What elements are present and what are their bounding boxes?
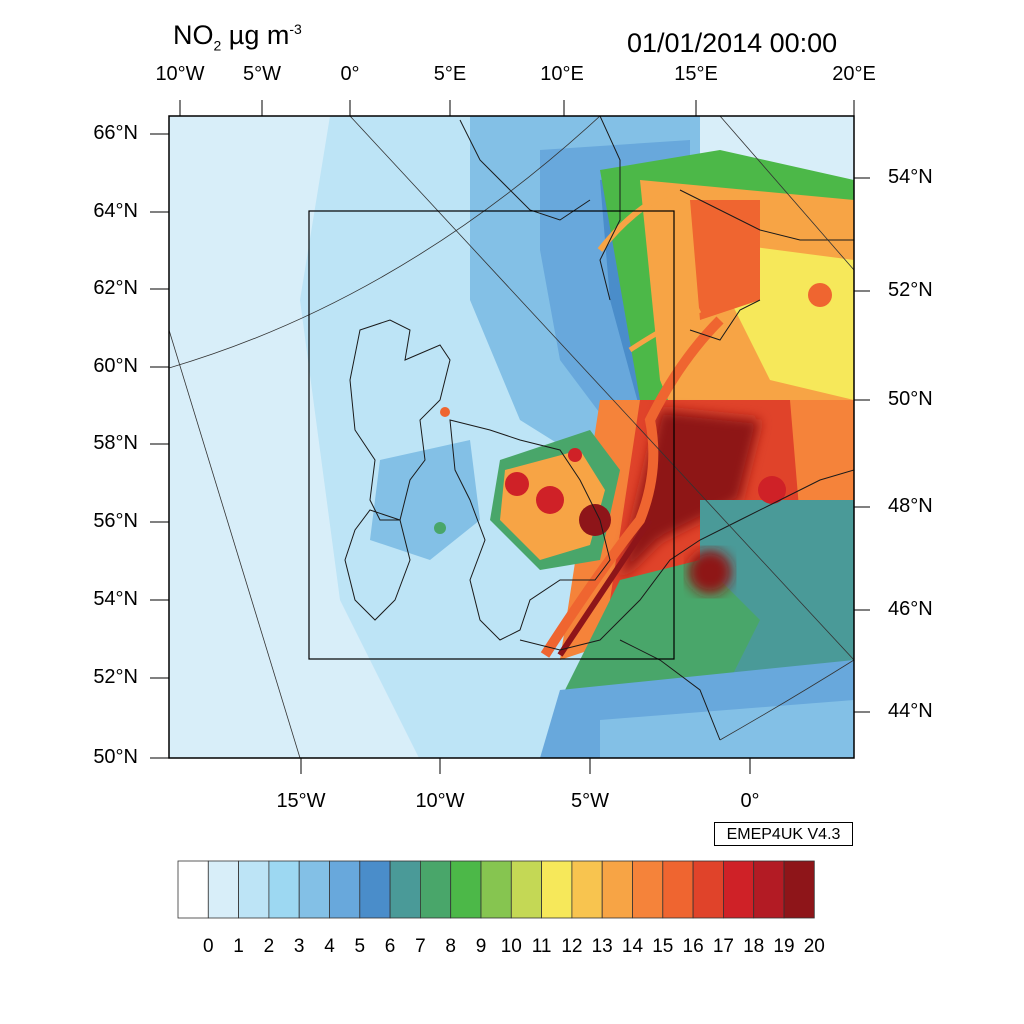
lat-label: 66°N: [93, 122, 138, 144]
lon-label: 5°W: [243, 63, 281, 85]
lon-label: 20°E: [832, 63, 876, 85]
lat-label: 54°N: [888, 166, 933, 188]
colorbar: [177, 860, 815, 919]
colorbar-tick-label: 6: [384, 936, 396, 957]
colorbar-tick-label: 3: [293, 936, 305, 957]
colorbar-tick-label: 18: [743, 936, 765, 957]
lat-label: 60°N: [93, 355, 138, 377]
colorbar-tick-label: 15: [652, 936, 674, 957]
colorbar-swatch: [783, 860, 815, 919]
colorbar-tick-label: 10: [500, 936, 522, 957]
colorbar-swatch: [662, 860, 694, 919]
colorbar-swatch: [177, 860, 209, 919]
colorbar-swatch: [419, 860, 452, 919]
colorbar-swatch: [238, 860, 270, 919]
lon-label: 10°W: [415, 790, 465, 812]
colorbar-tick-label: 13: [591, 936, 613, 957]
concentration-field: [169, 116, 854, 758]
lon-label: 15°E: [674, 63, 718, 85]
colorbar-tick-label: 11: [531, 936, 552, 957]
inner-domain-box: [308, 210, 675, 660]
lon-label: 10°W: [155, 63, 205, 85]
colorbar-tick-label: 4: [324, 936, 335, 957]
colorbar-tick-label: 5: [354, 936, 366, 957]
lat-label: 54°N: [93, 588, 138, 610]
lon-label: 10°E: [540, 63, 584, 85]
colorbar-swatch: [601, 860, 633, 919]
lon-label: 5°W: [571, 790, 609, 812]
colorbar-tick-label: 20: [803, 936, 825, 957]
lon-label: 0°: [340, 63, 360, 85]
colorbar-swatch: [329, 860, 361, 919]
colorbar-swatch: [359, 860, 391, 919]
colorbar-tick-label: 16: [682, 936, 704, 957]
colorbar-tick-label: 7: [415, 936, 426, 957]
lat-label: 62°N: [93, 277, 138, 299]
left-ticks: [150, 133, 169, 759]
colorbar-tick-label: 1: [233, 936, 244, 957]
map-frame: [168, 115, 855, 759]
colorbar-tick-label: 0: [203, 936, 214, 957]
lat-label: 58°N: [93, 432, 138, 454]
colorbar-swatch: [692, 860, 724, 919]
colorbar-tick-label: 14: [621, 936, 644, 957]
top-ticks: [179, 100, 855, 116]
colorbar-swatch: [541, 860, 573, 919]
colorbar-swatch: [298, 860, 330, 919]
colorbar-tick-label: 17: [712, 936, 734, 957]
bottom-ticks: [300, 758, 751, 774]
colorbar-swatch: [753, 860, 785, 919]
variable-title: NO2 µg m-3: [173, 20, 302, 54]
datetime-title: 01/01/2014 00:00: [627, 28, 838, 58]
lat-label: 50°N: [888, 388, 933, 410]
colorbar-swatch: [207, 860, 240, 919]
lat-label: 50°N: [93, 746, 138, 768]
colorbar-tick-label: 2: [263, 936, 275, 957]
lon-label: 0°: [740, 790, 760, 812]
right-ticks: [854, 177, 870, 713]
colorbar-swatch: [389, 860, 421, 919]
lat-label: 48°N: [888, 495, 933, 517]
colorbar-tick-label: 8: [445, 936, 456, 957]
colorbar-swatch: [510, 860, 542, 919]
lat-label: 52°N: [888, 279, 933, 301]
lat-label: 46°N: [888, 598, 933, 620]
lon-label: 5°E: [433, 63, 467, 85]
colorbar-swatch: [480, 860, 512, 919]
model-version-label: EMEP4UK V4.3: [714, 822, 853, 846]
lon-label: 15°W: [276, 790, 326, 812]
lat-label: 52°N: [93, 666, 138, 688]
colorbar-swatch: [632, 860, 664, 919]
colorbar-tick-label: 19: [773, 936, 795, 957]
colorbar-swatch: [268, 860, 300, 919]
lat-label: 56°N: [93, 510, 138, 532]
graticule: [169, 116, 854, 758]
colorbar-swatch: [723, 860, 755, 919]
coastlines: [344, 116, 854, 741]
colorbar-swatch: [571, 860, 603, 919]
lat-label: 64°N: [93, 200, 138, 222]
lat-label: 44°N: [888, 700, 933, 722]
colorbar-tick-label: 12: [561, 936, 583, 957]
colorbar-tick-label: 9: [475, 936, 487, 957]
colorbar-swatch: [450, 860, 482, 919]
